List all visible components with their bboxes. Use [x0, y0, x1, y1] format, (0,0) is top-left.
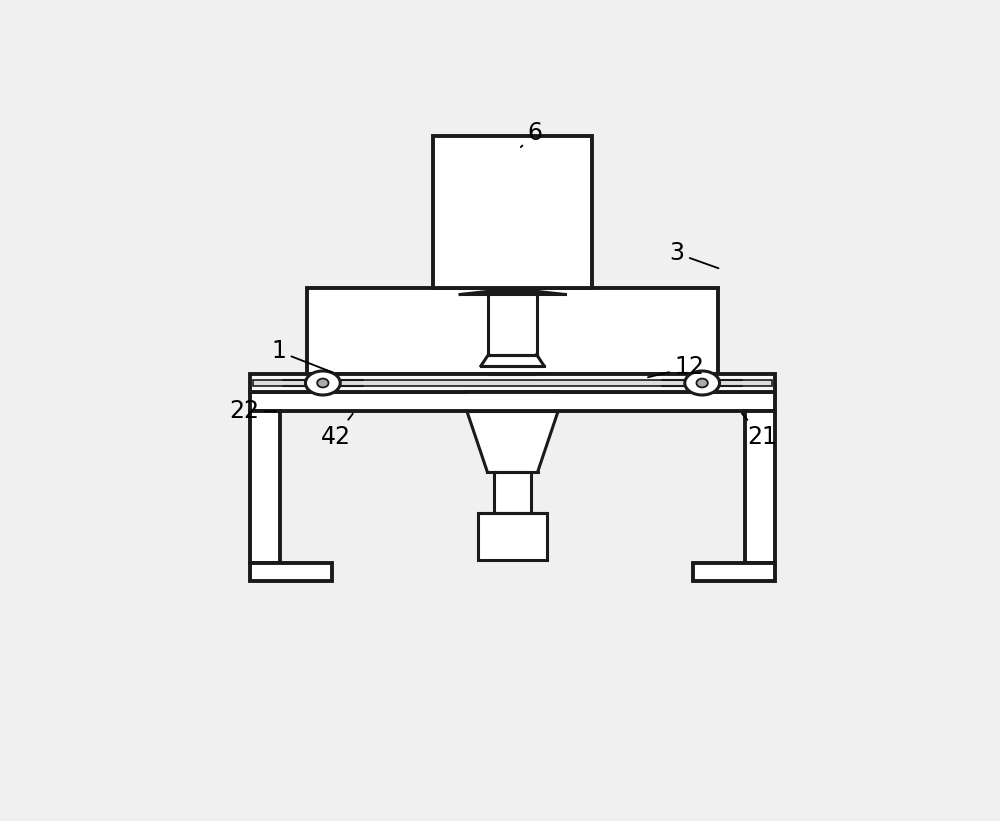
Text: 42: 42 — [320, 414, 353, 449]
Text: 22: 22 — [229, 400, 276, 424]
Bar — [307, 288, 718, 374]
Bar — [250, 411, 280, 563]
Bar — [478, 512, 547, 560]
Bar — [494, 471, 531, 512]
Ellipse shape — [317, 378, 329, 388]
Ellipse shape — [305, 371, 340, 395]
Text: 1: 1 — [271, 339, 333, 373]
Polygon shape — [481, 355, 544, 366]
Text: 3: 3 — [669, 241, 719, 268]
Ellipse shape — [685, 371, 720, 395]
Polygon shape — [467, 411, 558, 471]
Bar — [253, 380, 772, 386]
Text: 6: 6 — [521, 122, 542, 147]
Bar — [250, 563, 332, 581]
Bar — [467, 392, 558, 411]
Bar — [250, 392, 775, 411]
Text: 21: 21 — [742, 414, 777, 449]
Bar — [250, 374, 775, 392]
Text: 12: 12 — [648, 355, 704, 379]
Bar — [693, 563, 775, 581]
Bar — [433, 136, 592, 288]
Bar — [745, 411, 775, 563]
Polygon shape — [488, 291, 537, 355]
Ellipse shape — [696, 378, 708, 388]
Polygon shape — [460, 291, 565, 295]
